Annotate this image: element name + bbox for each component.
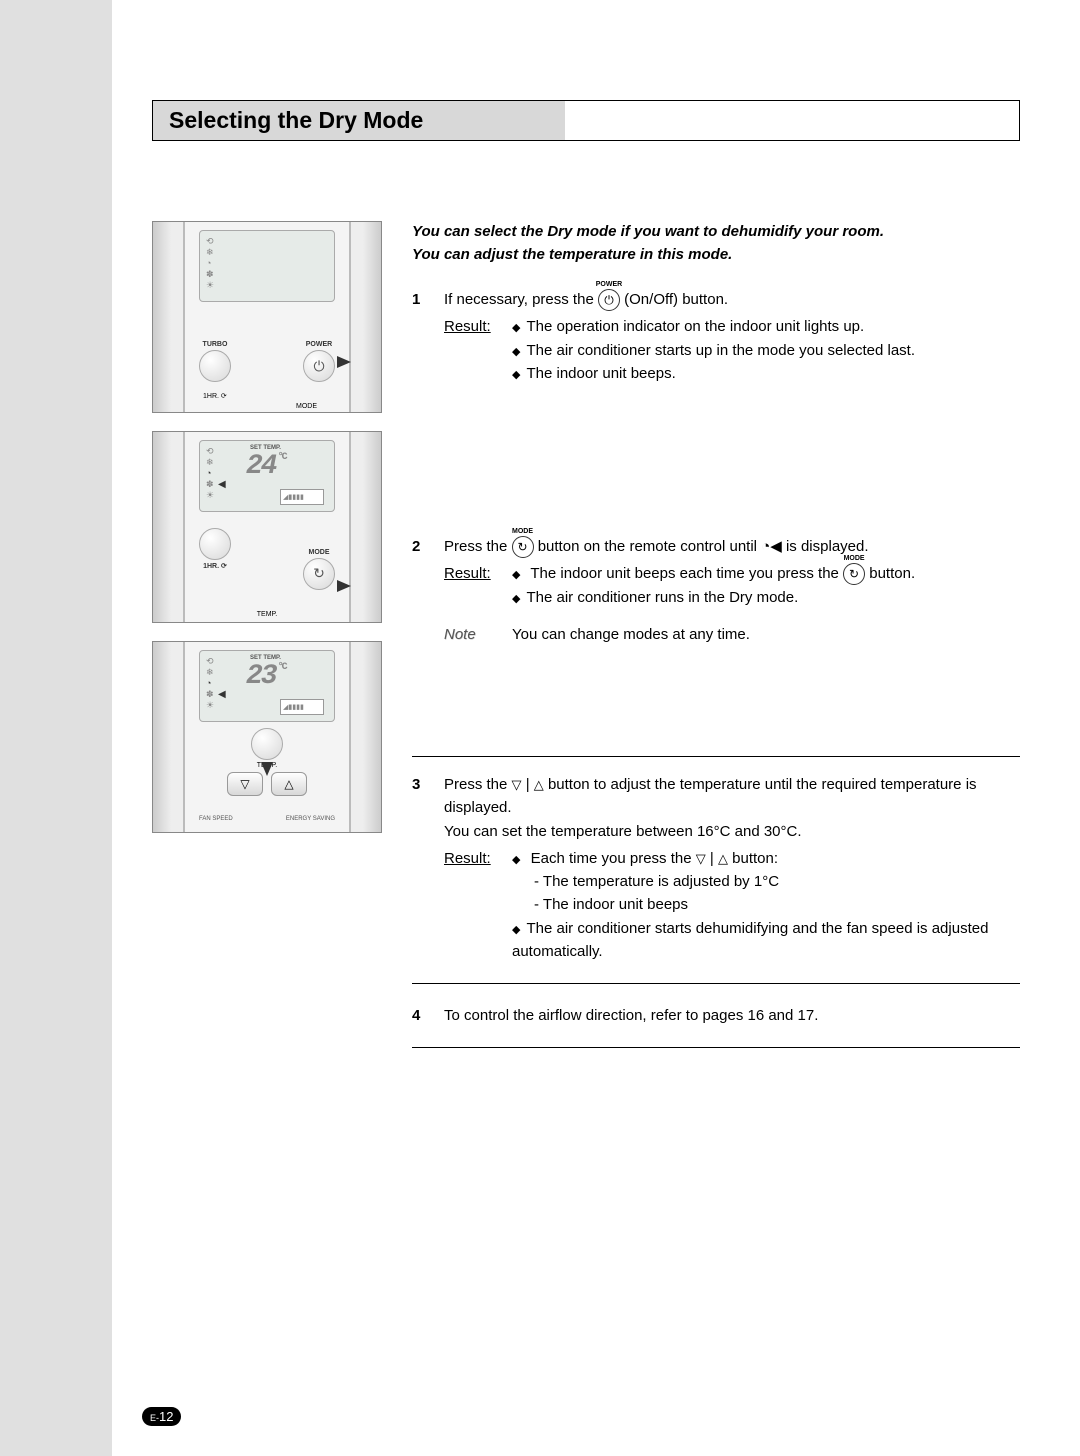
temp-label: TEMP.	[257, 611, 278, 618]
remote-figure-3: ⟲❄◔✽☀ ◀ SET TEMP. 23 ◢▮▮▮▮ TEMP. ▽	[152, 641, 382, 833]
snow-icon: ❄	[206, 248, 214, 257]
result-item: The indoor unit beeps each time you pres…	[512, 562, 1020, 585]
sub-item: The temperature is adjusted by 1°C	[512, 870, 1020, 893]
mode-label: MODE	[296, 403, 317, 410]
sun-icon: ☀	[206, 281, 214, 290]
mode-arrow-icon: ◀	[218, 479, 226, 490]
result-item: The indoor unit beeps.	[512, 362, 1020, 385]
title-box: Selecting the Dry Mode	[152, 100, 1020, 141]
temp-down-button[interactable]: ▽	[227, 772, 263, 796]
result-label: Result:	[444, 562, 494, 609]
result-item: The air conditioner runs in the Dry mode…	[512, 586, 1020, 609]
result-item: The air conditioner starts up in the mod…	[512, 339, 1020, 362]
temp-up-icon: △	[534, 777, 544, 792]
hr-label: 1HR. ⟳	[203, 392, 227, 400]
left-margin	[0, 0, 112, 1456]
step-number: 4	[412, 1004, 428, 1027]
fan-indicator: ◢▮▮▮▮	[280, 699, 324, 715]
body-area: ⟲ ❄ ◔ ✽ ☀ TURBO	[152, 221, 1020, 1068]
content: Selecting the Dry Mode ⟲ ❄ ◔ ✽ ☀	[112, 0, 1080, 1456]
step-4: 4 To control the airflow direction, refe…	[412, 1004, 1020, 1048]
temp-up-button[interactable]: △	[271, 772, 307, 796]
result-item: The air conditioner starts dehumidifying…	[512, 917, 1020, 964]
result-label: Result:	[444, 847, 494, 963]
note-text: You can change modes at any time.	[512, 623, 1020, 646]
step-number: 2	[412, 535, 428, 646]
step-number: 1	[412, 288, 428, 385]
page-title: Selecting the Dry Mode	[153, 101, 565, 140]
cursor-arrow-icon	[337, 580, 351, 592]
unnamed-button[interactable]	[251, 728, 283, 760]
page: Selecting the Dry Mode ⟲ ❄ ◔ ✽ ☀	[0, 0, 1080, 1456]
temp-display-23: 23	[246, 661, 284, 692]
remote-figure-1: ⟲ ❄ ◔ ✽ ☀ TURBO	[152, 221, 382, 413]
result-item: The operation indicator on the indoor un…	[512, 315, 1020, 338]
dry-mode-icon: ◔◀	[761, 538, 782, 555]
energy-label: ENERGY SAVING	[286, 816, 335, 822]
unnamed-button[interactable]	[199, 528, 231, 560]
sub-item: The indoor unit beeps	[512, 893, 1020, 916]
turbo-button[interactable]	[199, 350, 231, 382]
auto-icon: ⟲	[206, 237, 214, 246]
cursor-arrow-icon	[261, 762, 273, 776]
hr-label: 1HR. ⟳	[203, 562, 227, 570]
mode-button[interactable]: ↻	[303, 558, 335, 590]
fan-speed-label: FAN SPEED	[199, 816, 233, 822]
dry-icon: ◔	[206, 259, 214, 268]
power-button-icon: ⏻POWER	[598, 289, 620, 311]
result-label: Result:	[444, 315, 494, 385]
mode-button-icon: ↻MODE	[843, 563, 865, 585]
intro-text: You can select the Dry mode if you want …	[412, 221, 1020, 266]
remote-figure-2: ⟲❄◔✽☀ ◀ SET TEMP. 24 ◢▮▮▮▮ 1HR. ⟳	[152, 431, 382, 623]
mode-arrow-icon: ◀	[218, 689, 226, 700]
mode-button-icon: ↻MODE	[512, 536, 534, 558]
figures-column: ⟲ ❄ ◔ ✽ ☀ TURBO	[152, 221, 382, 1068]
fan-indicator: ◢▮▮▮▮	[280, 489, 324, 505]
power-button[interactable]: ⏻	[303, 350, 335, 382]
step-3: 3 Press the ▽ | △ button to adjust the t…	[412, 756, 1020, 984]
temp-down-icon: ▽	[696, 851, 706, 866]
step-1: 1 If necessary, press the ⏻POWER (On/Off…	[412, 288, 1020, 405]
step-number: 3	[412, 773, 428, 963]
fan-icon: ✽	[206, 270, 214, 279]
mode-label: MODE	[309, 549, 330, 556]
step-2: 2 Press the ↻MODE button on the remote c…	[412, 535, 1020, 666]
temp-up-icon: △	[718, 851, 728, 866]
result-item: Each time you press the ▽ | △ button:	[512, 847, 1020, 870]
note-label: Note	[444, 623, 494, 646]
text-column: You can select the Dry mode if you want …	[412, 221, 1020, 1068]
page-number: E-12	[142, 1407, 181, 1426]
power-label: POWER	[306, 341, 332, 348]
turbo-label: TURBO	[203, 341, 228, 348]
temp-display-24: 24	[246, 451, 284, 482]
temp-down-icon: ▽	[512, 777, 522, 792]
cursor-arrow-icon	[337, 356, 351, 368]
